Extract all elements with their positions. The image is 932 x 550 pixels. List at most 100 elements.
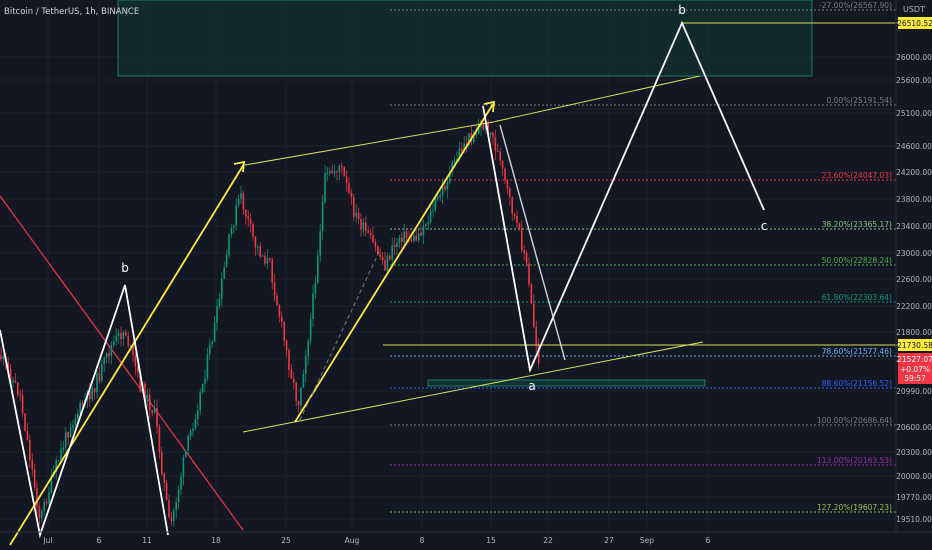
- candle-body: [67, 432, 69, 438]
- fib-level-label: 61.80%(22303.64): [822, 293, 892, 302]
- candle-body: [180, 476, 182, 490]
- trend-arrow-2[interactable]: [294, 100, 496, 423]
- candle-body: [321, 201, 324, 232]
- candle-body: [247, 216, 249, 220]
- candle-body: [182, 456, 185, 477]
- candle-body: [281, 316, 283, 323]
- candle-body: [276, 295, 278, 306]
- dashed-trend-line[interactable]: [299, 249, 381, 421]
- candle-body: [50, 475, 53, 493]
- candle-body: [326, 172, 329, 174]
- price-tick-label: 24600.00: [896, 142, 932, 151]
- candle-body: [372, 235, 374, 243]
- candle-body: [513, 213, 516, 216]
- candle-body: [341, 165, 343, 168]
- time-tick-label: 8: [420, 536, 425, 545]
- candle-body: [362, 222, 365, 230]
- candle-body: [261, 255, 264, 257]
- candle-body: [55, 460, 57, 472]
- candle-body: [105, 353, 108, 358]
- candle-body: [384, 260, 386, 271]
- channel-upper-line[interactable]: [244, 121, 494, 166]
- candle-body: [396, 242, 398, 247]
- candle-body: [475, 133, 477, 136]
- candle-body: [379, 254, 381, 258]
- candle-body: [259, 246, 261, 257]
- candle-body: [357, 212, 360, 219]
- price-axis-ticks[interactable]: 26000.00 25600.00 25100.00 24600.00 24200.00…: [896, 53, 932, 524]
- candle-body: [74, 418, 77, 426]
- trend-arrow-1[interactable]: [9, 160, 246, 546]
- candle-body: [14, 380, 17, 383]
- channel-lower-line[interactable]: [242, 341, 704, 433]
- candle-body: [439, 195, 441, 197]
- candle-body: [350, 192, 353, 198]
- last-price-change: +0.07%: [900, 365, 930, 374]
- last-price-badge: 21527.07 +0.07% 59:57: [897, 353, 932, 384]
- fib-level-label: 78.60%(21577.46): [822, 347, 892, 356]
- candle-body: [29, 439, 31, 461]
- candle-body: [324, 173, 326, 202]
- candle-body: [463, 143, 465, 152]
- target-zone-box[interactable]: [117, 0, 813, 77]
- wave-path-right[interactable]: [482, 20, 765, 374]
- fib-level-label: 0.00%(25191.54): [827, 96, 893, 105]
- candle-body: [77, 413, 79, 419]
- candle-body: [264, 255, 266, 264]
- fib-level-label: 38.20%(23365.17): [822, 220, 892, 229]
- candle-body: [36, 487, 38, 507]
- candle-body: [477, 127, 480, 134]
- candle-body: [7, 362, 9, 370]
- candle-body: [309, 318, 312, 341]
- candle-body: [62, 447, 65, 450]
- candle-body: [312, 293, 314, 319]
- candle-body: [353, 197, 355, 217]
- candle-body: [338, 165, 341, 172]
- candle-body: [12, 380, 14, 383]
- wave-path-actual[interactable]: [499, 124, 566, 361]
- candle-body: [117, 332, 120, 336]
- fibonacci-levels[interactable]: -27.00%(26567.90) 0.00%(25191.54) 23.60%(2…: [390, 1, 896, 513]
- svg-text:21730.58: 21730.58: [897, 341, 932, 350]
- candle-body: [216, 306, 218, 324]
- wave-path-left[interactable]: [0, 284, 169, 539]
- candle-body: [48, 492, 50, 504]
- candle-body: [437, 196, 439, 200]
- price-tick-label: 23800.00: [896, 195, 932, 204]
- time-axis-ticks[interactable]: Jul 6 11 18 25 Aug 8 15 22 27 Sep 6: [42, 536, 710, 545]
- candle-body: [211, 341, 213, 345]
- price-tick-label: 19510.00: [896, 515, 932, 524]
- wave-label-b-left: b: [121, 261, 129, 275]
- candle-body: [333, 171, 336, 174]
- candle-body: [125, 332, 127, 336]
- candle-body: [254, 236, 257, 248]
- symbol-title[interactable]: Bitcoin / TetherUS, 1h, BINANCE: [4, 7, 139, 17]
- candle-body: [177, 489, 180, 503]
- support-zone-box[interactable]: [427, 379, 706, 387]
- candle-body: [273, 282, 276, 296]
- price-tick-label: 20600.00: [896, 423, 932, 432]
- candle-body: [525, 252, 528, 264]
- candle-body: [101, 364, 103, 381]
- candle-body: [290, 369, 293, 379]
- candle-body: [26, 430, 29, 440]
- candle-body: [194, 419, 197, 429]
- candle-body: [518, 223, 521, 229]
- candle-body: [355, 212, 357, 217]
- price-tick-label: 23000.00: [896, 249, 932, 258]
- currency-label: USDT: [903, 5, 925, 14]
- candle-body: [144, 383, 146, 402]
- chart-grid: [0, 0, 896, 532]
- candle-body: [494, 137, 497, 152]
- candle-body: [314, 282, 317, 294]
- channel-upper-extension[interactable]: [492, 75, 701, 123]
- candle-body: [189, 431, 192, 436]
- candle-body: [98, 373, 101, 381]
- candle-body: [257, 246, 259, 248]
- candle-body: [122, 332, 125, 340]
- price-tick-label: 24200.00: [896, 168, 932, 177]
- candle-body: [499, 151, 501, 161]
- candle-body: [492, 132, 494, 138]
